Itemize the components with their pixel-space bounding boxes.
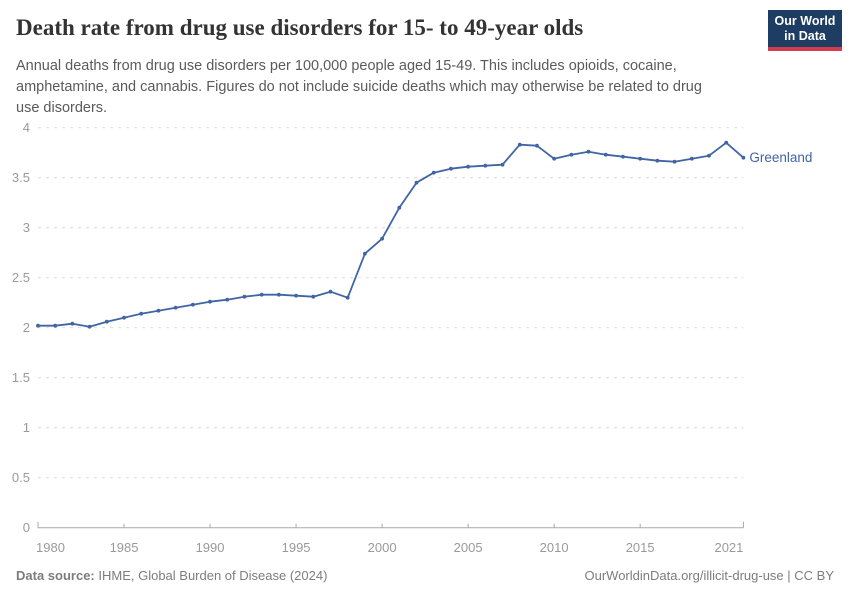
data-point[interactable] (689, 156, 694, 161)
data-point[interactable] (345, 295, 350, 300)
credit-link[interactable]: OurWorldinData.org/illicit-drug-use | CC… (584, 568, 835, 583)
data-point[interactable] (139, 311, 144, 316)
data-point[interactable] (122, 315, 126, 320)
data-point[interactable] (535, 143, 539, 148)
data-point[interactable] (466, 164, 471, 169)
data-point[interactable] (431, 170, 436, 175)
x-axis-tick-label: 2021 (714, 540, 743, 555)
data-point[interactable] (552, 156, 557, 161)
data-point[interactable] (517, 142, 522, 147)
y-axis-tick-label: 0 (23, 520, 30, 535)
data-line-greenland[interactable] (37, 141, 745, 328)
data-point[interactable] (397, 205, 402, 210)
y-axis-tick-label: 3.5 (12, 170, 30, 185)
logo-line-2: in Data (784, 29, 826, 43)
y-axis-tick-label: 1.5 (12, 370, 30, 385)
data-point[interactable] (208, 299, 212, 304)
y-axis-tick-label: 2.5 (12, 270, 30, 285)
x-axis-tick-label: 2005 (454, 540, 483, 555)
data-point[interactable] (190, 302, 195, 307)
data-point[interactable] (70, 321, 75, 326)
owid-logo[interactable]: Our World in Data (768, 10, 842, 51)
y-axis-tick-label: 1 (23, 420, 30, 435)
data-point[interactable] (87, 324, 92, 329)
data-point[interactable] (311, 294, 316, 299)
data-point[interactable] (483, 163, 488, 168)
x-axis-tick-label: 1980 (36, 540, 65, 555)
y-axis-tick-label: 0.5 (12, 470, 30, 485)
data-source-label: Data source: (16, 568, 95, 583)
page-title: Death rate from drug use disorders for 1… (16, 15, 584, 40)
data-point[interactable] (225, 297, 230, 302)
x-axis-tick-label: 1995 (282, 540, 311, 555)
data-point[interactable] (603, 152, 608, 157)
data-point[interactable] (294, 293, 298, 298)
data-point[interactable] (655, 158, 660, 163)
data-point[interactable] (707, 153, 711, 158)
data-point[interactable] (672, 159, 677, 164)
data-point[interactable] (156, 308, 161, 313)
data-point[interactable] (741, 155, 746, 160)
x-axis-tick-label: 1985 (110, 540, 139, 555)
data-point[interactable] (380, 236, 384, 241)
data-point[interactable] (586, 149, 591, 154)
data-point[interactable] (500, 162, 505, 167)
page-subtitle: Annual deaths from drug use disorders pe… (16, 58, 702, 116)
y-axis-tick-label: 2 (23, 320, 30, 335)
y-axis-tick-label: 4 (23, 120, 30, 135)
data-point[interactable] (414, 180, 419, 185)
data-point[interactable] (53, 323, 58, 328)
x-axis-tick-label: 2010 (540, 540, 569, 555)
data-source-value: IHME, Global Burden of Disease (2024) (94, 568, 328, 583)
data-point[interactable] (36, 323, 40, 328)
x-axis-tick-label: 2000 (368, 540, 397, 555)
data-point[interactable] (362, 251, 367, 256)
data-point[interactable] (638, 156, 643, 161)
logo-line-1: Our World (774, 14, 836, 28)
y-axis-tick-label: 3 (23, 220, 30, 235)
data-point[interactable] (259, 292, 264, 297)
data-point[interactable] (621, 154, 625, 159)
data-point[interactable] (276, 292, 281, 297)
data-point[interactable] (242, 294, 247, 299)
series-end-label[interactable]: Greenland (749, 150, 812, 165)
data-point[interactable] (173, 305, 178, 310)
data-source-note: Data source: IHME, Global Burden of Dise… (16, 568, 327, 583)
data-point[interactable] (104, 319, 109, 324)
x-axis-tick-label: 2015 (626, 540, 655, 555)
data-point[interactable] (569, 152, 574, 157)
x-axis-tick-label: 1990 (196, 540, 225, 555)
data-point[interactable] (449, 166, 453, 171)
data-point[interactable] (328, 289, 333, 294)
data-point[interactable] (724, 140, 729, 145)
